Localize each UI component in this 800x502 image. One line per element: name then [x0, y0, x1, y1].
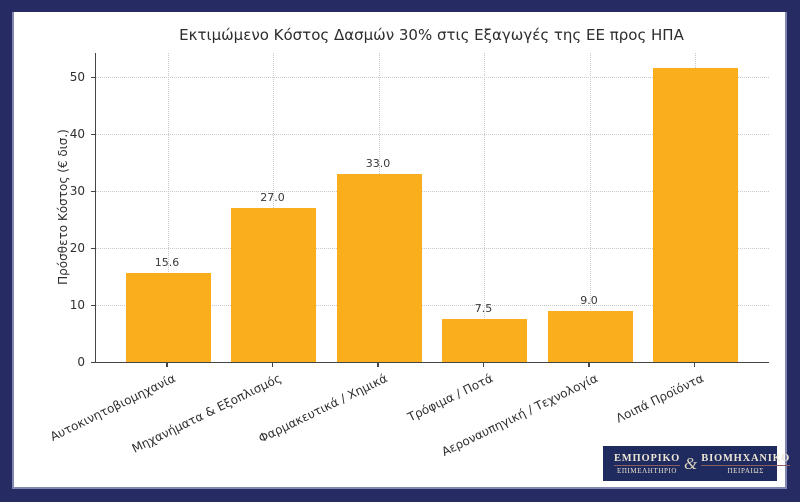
x-tick-mark [482, 363, 485, 367]
x-tick-mark [588, 363, 590, 367]
bar-value-label: 33.0 [365, 156, 391, 170]
logo-word-emporiko: ΕΜΠΟΡΙΚΟ [614, 452, 681, 466]
logo-word-epimelitirio: ΕΠΙΜΕΛΗΤΗΡΙΟ [616, 466, 678, 475]
y-tick-label: 0 [77, 355, 85, 369]
logo-word-viomichaniko: ΒΙΟΜΗΧΑΝΙΚΟ [701, 452, 791, 466]
x-tick-mark [377, 363, 379, 367]
y-gridline [96, 77, 769, 78]
x-tick-mark [693, 363, 696, 367]
x-gridline [484, 53, 485, 362]
y-tick-label: 50 [69, 70, 85, 84]
y-gridline [96, 248, 769, 249]
x-gridline [167, 53, 169, 362]
y-tick-mark [91, 361, 95, 363]
bar [231, 208, 316, 362]
bar [653, 67, 738, 362]
bar-value-label: 15.6 [154, 256, 180, 270]
x-tick-mark [271, 363, 274, 367]
y-gridline [96, 191, 769, 192]
y-tick-label: 40 [69, 127, 85, 141]
bar-value-label: 7.5 [474, 302, 493, 316]
y-tick-mark [91, 76, 95, 78]
bar [442, 319, 527, 362]
y-gridline [96, 305, 769, 306]
plot-area [95, 53, 769, 363]
logo-left-text: ΕΜΠΟΡΙΚΟ ΕΠΙΜΕΛΗΤΗΡΙΟ [614, 452, 681, 475]
logo-right-text: ΒΙΟΜΗΧΑΝΙΚΟ ΠΕΙΡΑΙΩΣ [701, 452, 791, 475]
chart-title: Εκτιμώμενο Κόστος Δασμών 30% στις Εξαγωγ… [179, 26, 684, 44]
bar [125, 273, 211, 362]
y-tick-mark [91, 247, 95, 249]
y-axis-label: Πρόσθετο Κόστος (€ δισ.) [56, 129, 70, 285]
bar [336, 173, 422, 362]
logo-word-peiraios: ΠΕΙΡΑΙΩΣ [727, 466, 764, 475]
x-tick-mark [166, 363, 168, 367]
y-tick-label: 30 [69, 184, 85, 198]
bar-value-label: 27.0 [260, 191, 285, 205]
bar-value-label: 9.0 [580, 293, 598, 307]
y-gridline [96, 134, 769, 135]
logo-ampersand: & [684, 453, 698, 473]
y-tick-mark [91, 133, 95, 135]
y-tick-mark [91, 304, 95, 306]
y-tick-label: 10 [69, 298, 85, 312]
x-gridline [273, 53, 274, 362]
chamber-logo: ΕΜΠΟΡΙΚΟ ΕΠΙΜΕΛΗΤΗΡΙΟ & ΒΙΟΜΗΧΑΝΙΚΟ ΠΕΙΡ… [603, 446, 791, 481]
x-gridline [589, 53, 591, 362]
bar [547, 310, 633, 362]
y-tick-mark [91, 190, 95, 192]
y-tick-label: 20 [69, 241, 85, 255]
